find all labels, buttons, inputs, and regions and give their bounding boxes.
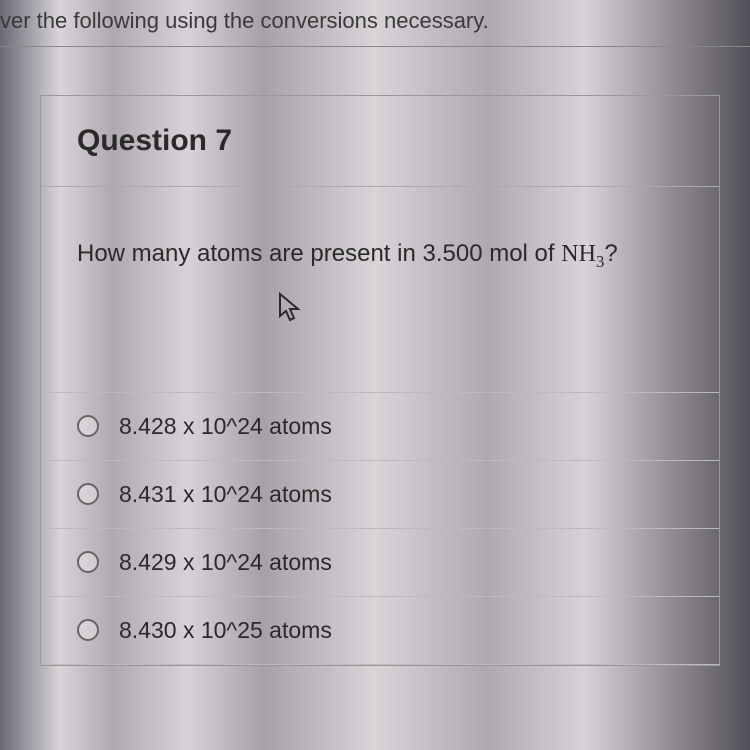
- instructions-text: ver the following using the conversions …: [0, 0, 750, 47]
- options-list: 8.428 x 10^24 atoms 8.431 x 10^24 atoms …: [41, 392, 719, 665]
- option-label: 8.428 x 10^24 atoms: [119, 413, 332, 440]
- option-row[interactable]: 8.431 x 10^24 atoms: [41, 460, 719, 528]
- question-card: Question 7 How many atoms are present in…: [40, 95, 720, 666]
- option-label: 8.429 x 10^24 atoms: [119, 549, 332, 576]
- option-row[interactable]: 8.429 x 10^24 atoms: [41, 528, 719, 596]
- radio-button[interactable]: [77, 483, 99, 505]
- prompt-before: How many atoms are present in 3.500 mol …: [77, 240, 561, 267]
- option-row[interactable]: 8.428 x 10^24 atoms: [41, 392, 719, 460]
- spacer: [0, 47, 750, 95]
- question-number: 7: [215, 124, 232, 157]
- bottom-border: [41, 664, 719, 665]
- question-header: Question 7: [41, 96, 719, 187]
- option-label: 8.431 x 10^24 atoms: [119, 481, 332, 508]
- radio-button[interactable]: [77, 415, 99, 437]
- question-prompt: How many atoms are present in 3.500 mol …: [77, 237, 683, 274]
- question-body: How many atoms are present in 3.500 mol …: [41, 187, 719, 382]
- option-row[interactable]: 8.430 x 10^25 atoms: [41, 596, 719, 664]
- cursor-area: [77, 274, 683, 362]
- question-title-prefix: Question: [77, 124, 207, 157]
- radio-button[interactable]: [77, 551, 99, 573]
- radio-button[interactable]: [77, 619, 99, 641]
- cursor-icon: [277, 298, 303, 331]
- prompt-after: ?: [604, 240, 617, 267]
- formula-main: NH: [561, 241, 596, 267]
- question-title: Question 7: [77, 124, 683, 158]
- option-label: 8.430 x 10^25 atoms: [119, 617, 332, 644]
